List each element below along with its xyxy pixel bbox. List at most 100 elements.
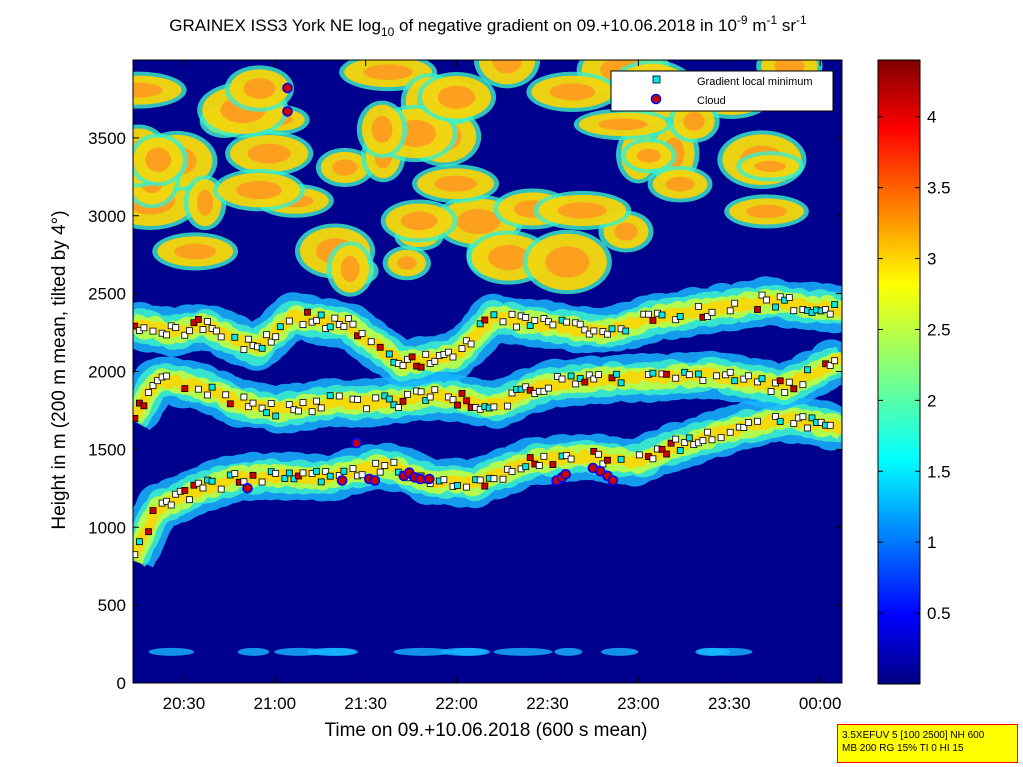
heat-blob-core: [683, 112, 705, 131]
gradient-minimum-marker: [776, 293, 784, 301]
gradient-minimum-marker: [763, 296, 770, 304]
gradient-minimum-marker: [181, 331, 189, 339]
gradient-minimum-marker: [399, 397, 407, 405]
gradient-minimum-marker: [772, 413, 779, 420]
gradient-minimum-marker: [258, 344, 266, 352]
legend-label-cloud: Cloud: [697, 95, 726, 107]
gradient-minimum-marker: [758, 375, 766, 383]
gradient-minimum-marker: [394, 404, 402, 411]
gradient-minimum-marker: [635, 451, 643, 459]
gradient-minimum-marker: [522, 463, 530, 471]
gradient-minimum-marker: [685, 434, 693, 442]
heat-blob-core: [397, 256, 417, 270]
gradient-minimum-marker: [490, 311, 498, 319]
gradient-minimum-marker: [217, 333, 225, 341]
gradient-minimum-marker: [149, 382, 157, 390]
gradient-minimum-marker: [822, 306, 829, 314]
gradient-minimum-marker: [272, 412, 280, 420]
gradient-minimum-marker: [133, 414, 139, 422]
x-axis: 20:30 21:00 21:30 22:00 22:30 23:00 23:30 00:00: [163, 60, 841, 713]
gradient-minimum-marker: [754, 417, 761, 425]
y-tick-label: 3500: [88, 129, 126, 148]
gradient-minimum-marker: [240, 346, 248, 353]
gradient-minimum-marker: [676, 312, 684, 320]
gradient-minimum-marker: [799, 413, 807, 421]
gradient-minimum-marker: [299, 399, 307, 407]
gradient-minimum-marker: [740, 423, 748, 431]
gradient-minimum-marker: [726, 307, 734, 315]
gradient-minimum-marker: [526, 454, 534, 461]
cloud-marker: [560, 468, 572, 480]
heat-blob-core: [133, 82, 163, 98]
gradient-minimum-marker: [313, 467, 321, 475]
y-axis-label: Height in m (200 m mean, tilted by 4°): [49, 210, 70, 529]
cloud-marker: [336, 475, 348, 486]
gradient-minimum-marker: [545, 384, 552, 392]
heat-blob-core: [488, 244, 529, 271]
heat-blob-core: [636, 148, 661, 163]
chart-title: GRAINEX ISS3 York NE log10 of negative g…: [169, 13, 807, 39]
heat-blob-core: [456, 209, 501, 235]
x-tick-label: 23:30: [708, 694, 751, 713]
gradient-minimum-marker: [576, 375, 584, 382]
y-tick-label: 3000: [88, 207, 126, 226]
gradient-minimum-marker: [313, 316, 321, 324]
gradient-minimum-marker: [808, 414, 816, 422]
gradient-minimum-marker: [831, 301, 839, 309]
gradient-minimum-marker: [726, 368, 734, 376]
y-axis: 0 500 1000 1500 2000 2500 3000 3500: [88, 129, 842, 693]
gradient-minimum-marker: [490, 403, 498, 411]
gradient-minimum-marker: [726, 428, 734, 436]
gradient-minimum-marker: [272, 333, 280, 341]
gradient-minimum-marker: [226, 400, 234, 408]
gradient-minimum-marker: [826, 421, 834, 429]
title-prefix-sub: 10: [381, 25, 395, 39]
gradient-minimum-marker: [172, 324, 180, 332]
gradient-minimum-marker: [699, 377, 707, 384]
gradient-minimum-marker: [535, 462, 543, 470]
gradient-minimum-marker: [358, 329, 366, 337]
heat-blob-core: [340, 256, 360, 283]
gradient-minimum-marker: [804, 366, 811, 374]
gradient-minimum-marker: [608, 374, 616, 382]
gradient-minimum-marker: [167, 501, 175, 509]
gradient-minimum-marker: [617, 455, 625, 463]
gradient-minimum-marker: [645, 310, 652, 318]
gradient-minimum-marker: [385, 395, 393, 403]
gradient-minimum-marker: [499, 318, 507, 326]
gradient-minimum-marker: [208, 383, 216, 391]
gradient-minimum-marker: [695, 302, 702, 310]
gradient-minimum-marker: [244, 403, 252, 411]
gradient-minimum-marker: [649, 316, 657, 324]
gradient-minimum-marker: [604, 330, 611, 338]
gradient-minimum-marker: [263, 331, 271, 339]
gradient-minimum-marker: [458, 345, 466, 353]
gradient-minimum-marker: [267, 399, 275, 407]
gradient-minimum-marker: [604, 456, 611, 464]
colorbar-tick-label: 3.5: [927, 179, 951, 198]
gradient-minimum-marker: [649, 369, 657, 377]
gradient-minimum-marker: [244, 335, 252, 343]
heat-streak: [493, 647, 553, 656]
gradient-minimum-marker: [145, 528, 152, 536]
gradient-minimum-marker: [676, 446, 684, 454]
title-prefix: GRAINEX ISS3 York NE log: [169, 16, 381, 35]
gradient-minimum-marker: [385, 350, 393, 358]
gradient-minimum-marker: [317, 311, 325, 319]
gradient-minimum-marker: [317, 478, 325, 486]
gradient-minimum-marker: [149, 507, 157, 515]
y-tick-label: 0: [117, 674, 126, 693]
gradient-minimum-marker: [408, 353, 416, 361]
legend-label-gradient-minimum: Gradient local minimum: [697, 76, 813, 88]
heat-blob-core: [371, 115, 393, 143]
colorbar-tick-label: 2: [927, 391, 936, 410]
gradient-minimum-marker: [563, 318, 570, 326]
gradient-minimum-marker: [717, 434, 725, 442]
gradient-minimum-marker: [558, 375, 566, 383]
heat-blob-core: [437, 85, 476, 109]
gradient-minimum-marker: [417, 363, 425, 371]
gradient-minimum-marker: [663, 450, 670, 458]
gradient-minimum-marker: [358, 471, 366, 479]
gradient-minimum-marker: [745, 372, 752, 380]
